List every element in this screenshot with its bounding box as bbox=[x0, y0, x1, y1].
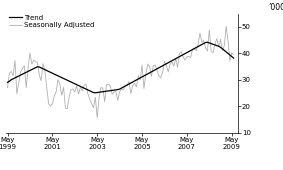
Text: ’000: ’000 bbox=[268, 3, 283, 12]
Legend: Trend, Seasonally Adjusted: Trend, Seasonally Adjusted bbox=[9, 15, 95, 28]
